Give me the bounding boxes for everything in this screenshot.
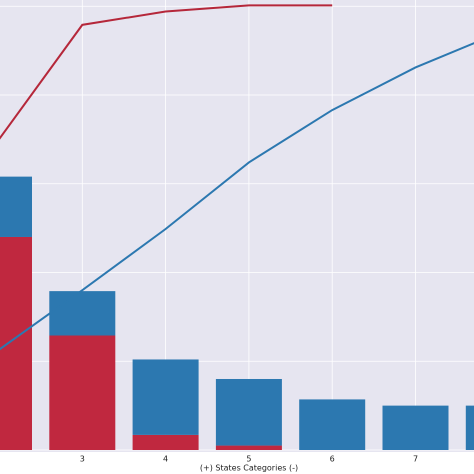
bar — [465, 405, 474, 450]
x-tick-label: 5 — [246, 455, 251, 464]
bar — [49, 335, 116, 450]
bar — [382, 405, 449, 450]
x-tick-label: 3 — [80, 455, 85, 464]
bar — [299, 399, 366, 450]
x-tick-label: 4 — [163, 455, 168, 464]
x-tick-label: 6 — [330, 455, 335, 464]
line — [0, 4, 333, 140]
bar — [132, 434, 199, 450]
line — [0, 42, 474, 351]
bar — [132, 359, 199, 435]
bar — [49, 291, 116, 336]
x-axis-label: (+) States Categories (-) — [200, 464, 298, 473]
bar — [215, 378, 282, 446]
x-tick-label: 7 — [413, 455, 418, 464]
bar — [0, 236, 32, 450]
bar — [215, 445, 282, 450]
bar — [0, 176, 32, 237]
